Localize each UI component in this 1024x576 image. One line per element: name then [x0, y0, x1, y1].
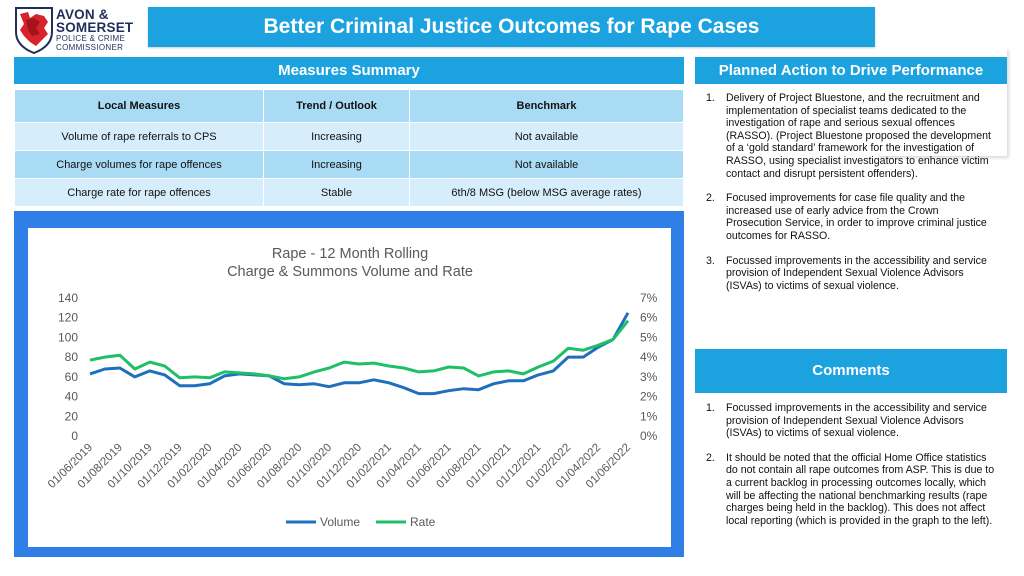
y2-axis-tick-label: 0%	[640, 429, 658, 443]
list-item: 2. It should be noted that the official H…	[696, 452, 996, 528]
comments-list: 1. Focussed improvements in the accessibi…	[696, 402, 996, 539]
list-item: 3. Focussed improvements in the accessibi…	[696, 255, 996, 293]
table-row: Volume of rape referrals to CPS Increasi…	[14, 122, 684, 151]
list-item: 1. Focussed improvements in the accessibi…	[696, 402, 996, 440]
chart-area: Rape - 12 Month Rolling Charge & Summons…	[28, 228, 671, 547]
series-line-volume	[89, 312, 630, 396]
list-number: 3.	[706, 254, 715, 267]
pcc-logo: AVON & SOMERSET POLICE & CRIME COMMISSIO…	[14, 6, 144, 56]
logo-line3: POLICE & CRIME	[56, 34, 126, 43]
y2-axis-tick-label: 1%	[640, 409, 658, 423]
logo-line2: SOMERSET	[56, 20, 134, 35]
column-header: Local Measures	[14, 89, 264, 123]
y-axis-tick-label: 120	[58, 311, 78, 325]
table-row: Charge volumes for rape offences Increas…	[14, 150, 684, 179]
y2-axis-tick-label: 3%	[640, 370, 658, 384]
chart-panel: Rape - 12 Month Rolling Charge & Summons…	[14, 211, 684, 557]
list-number: 2.	[706, 451, 715, 464]
y-axis-tick-label: 20	[65, 409, 79, 423]
table-row: Charge rate for rape offences Stable 6th…	[14, 178, 684, 207]
y2-axis-tick-label: 4%	[640, 350, 658, 364]
list-text: Focussed improvements in the accessibili…	[726, 402, 987, 440]
table-cell: 6th/8 MSG (below MSG average rates)	[409, 178, 684, 207]
comments-header: Comments	[695, 349, 1007, 393]
planned-action-list: 1. Delivery of Project Bluestone, and the…	[696, 92, 996, 304]
table-cell: Charge rate for rape offences	[14, 178, 264, 207]
measures-summary-header: Measures Summary	[14, 57, 684, 84]
chart-title: Rape - 12 Month Rolling	[272, 246, 428, 262]
y2-axis-tick-label: 5%	[640, 330, 658, 344]
crest-icon	[15, 7, 53, 54]
y-axis-tick-label: 60	[65, 370, 79, 384]
table-cell: Charge volumes for rape offences	[14, 150, 264, 179]
logo-line4: COMMISSIONER	[56, 43, 124, 52]
list-text: It should be noted that the official Hom…	[726, 451, 995, 527]
list-text: Focussed improvements in the accessibili…	[726, 254, 987, 292]
legend-label: Volume	[320, 515, 360, 529]
table-header-row: Local Measures Trend / Outlook Benchmark	[14, 89, 684, 123]
y-axis-tick-label: 140	[58, 291, 78, 305]
chart-subtitle: Charge & Summons Volume and Rate	[227, 264, 473, 280]
y-axis-tick-label: 0	[71, 429, 78, 443]
legend-label: Rate	[410, 515, 436, 529]
table-cell: Stable	[263, 178, 410, 207]
planned-action-header: Planned Action to Drive Performance	[695, 57, 1007, 84]
column-header: Benchmark	[409, 89, 684, 123]
y2-axis-tick-label: 2%	[640, 390, 658, 404]
list-number: 1.	[706, 92, 715, 104]
y-axis-tick-label: 100	[58, 330, 78, 344]
list-text: Focused improvements for case file quali…	[726, 192, 987, 242]
list-item: 2. Focused improvements for case file qua…	[696, 192, 996, 242]
list-number: 2.	[706, 192, 715, 205]
line-chart: Rape - 12 Month Rolling Charge & Summons…	[46, 246, 658, 529]
series-line-rate	[89, 319, 630, 381]
logo-text: AVON & SOMERSET POLICE & CRIME COMMISSIO…	[56, 8, 133, 52]
y2-axis-tick-label: 6%	[640, 311, 658, 325]
table-cell: Volume of rape referrals to CPS	[14, 122, 264, 151]
column-header: Trend / Outlook	[263, 89, 410, 123]
table-cell: Increasing	[263, 150, 410, 179]
table-cell: Increasing	[263, 122, 410, 151]
logo-line1: AVON &	[56, 7, 109, 22]
table-cell: Not available	[409, 122, 684, 151]
y-axis-tick-label: 40	[65, 390, 79, 404]
list-item: 1. Delivery of Project Bluestone, and the…	[696, 92, 996, 180]
y2-axis-tick-label: 7%	[640, 291, 658, 305]
list-text: Delivery of Project Bluestone, and the r…	[726, 92, 991, 180]
measures-table: Local Measures Trend / Outlook Benchmark…	[14, 89, 684, 207]
y-axis-tick-label: 80	[65, 350, 79, 364]
list-number: 1.	[706, 402, 715, 414]
page-title: Better Criminal Justice Outcomes for Rap…	[148, 7, 875, 47]
table-cell: Not available	[409, 150, 684, 179]
